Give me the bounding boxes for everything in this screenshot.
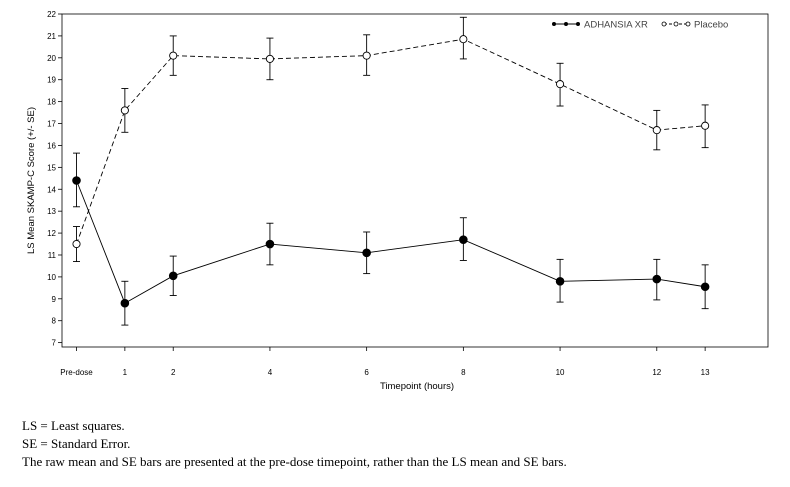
footnote-raw-mean: The raw mean and SE bars are presented a… (22, 454, 567, 469)
x-tick-label: 12 (652, 368, 661, 377)
y-tick-label: 12 (47, 229, 56, 238)
legend-marker (673, 21, 679, 27)
y-tick-label: 13 (47, 207, 56, 216)
data-point (700, 282, 710, 292)
data-point (120, 106, 129, 115)
y-tick-label: 7 (52, 339, 57, 348)
chart-series (72, 16, 710, 326)
y-tick-label: 21 (47, 32, 56, 41)
x-tick-label: Pre-dose (60, 368, 93, 377)
data-point (362, 51, 371, 60)
x-tick-label: 10 (556, 368, 565, 377)
y-tick-label: 11 (48, 251, 57, 260)
data-point (652, 274, 662, 284)
data-point (459, 235, 468, 244)
y-tick-label: 18 (47, 98, 56, 107)
y-tick-label: 17 (47, 120, 56, 129)
legend-marker (685, 21, 691, 27)
x-tick-label: 2 (171, 368, 176, 377)
legend-entry-adhansia-xr: ADHANSIA XR (552, 20, 648, 31)
x-tick-label: 6 (364, 368, 369, 377)
y-tick-label: 20 (47, 54, 56, 63)
data-point (555, 276, 565, 286)
footnote-ls: LS = Least squares. (22, 418, 125, 433)
data-point (72, 239, 81, 249)
legend-marker (564, 22, 568, 26)
data-point (168, 271, 178, 281)
y-tick-label: 16 (47, 141, 56, 150)
data-point (265, 239, 275, 249)
data-point (701, 121, 710, 130)
y-tick-label: 19 (47, 76, 56, 85)
data-point (652, 126, 661, 135)
plot-frame (61, 13, 769, 348)
x-tick-label: 4 (268, 368, 273, 377)
y-tick-label: 9 (52, 295, 57, 304)
legend-marker (576, 22, 580, 26)
series-line (76, 180, 706, 304)
chart-legend: ADHANSIA XR Placebo (552, 20, 728, 31)
series-placebo (72, 16, 710, 263)
legend-entry-placebo: Placebo (661, 20, 728, 31)
y-tick-label: 8 (52, 317, 57, 326)
series-adhansia-xr (72, 152, 710, 326)
x-tick-label: 13 (701, 368, 710, 377)
data-point (556, 80, 565, 89)
legend-label: ADHANSIA XR (584, 20, 648, 31)
legend-marker (552, 22, 556, 26)
data-point (169, 51, 178, 60)
x-tick-label: 8 (461, 368, 466, 377)
x-axis-title: Timepoint (hours) (380, 381, 454, 392)
series-line (76, 38, 706, 245)
data-point (265, 54, 274, 63)
data-point (120, 298, 130, 308)
y-axis-title: LS Mean SKAMP-C Score (+/- SE) (26, 107, 37, 254)
x-tick-label: 1 (123, 368, 128, 377)
y-tick-label: 14 (47, 185, 56, 194)
legend-label: Placebo (694, 20, 728, 31)
data-point (362, 248, 371, 258)
data-point (459, 35, 468, 44)
y-tick-label: 10 (47, 273, 56, 282)
data-point (72, 176, 81, 185)
y-tick-label: 15 (47, 163, 56, 172)
footnote-se: SE = Standard Error. (22, 436, 131, 451)
y-tick-label: 22 (47, 10, 56, 19)
legend-marker (661, 21, 667, 27)
